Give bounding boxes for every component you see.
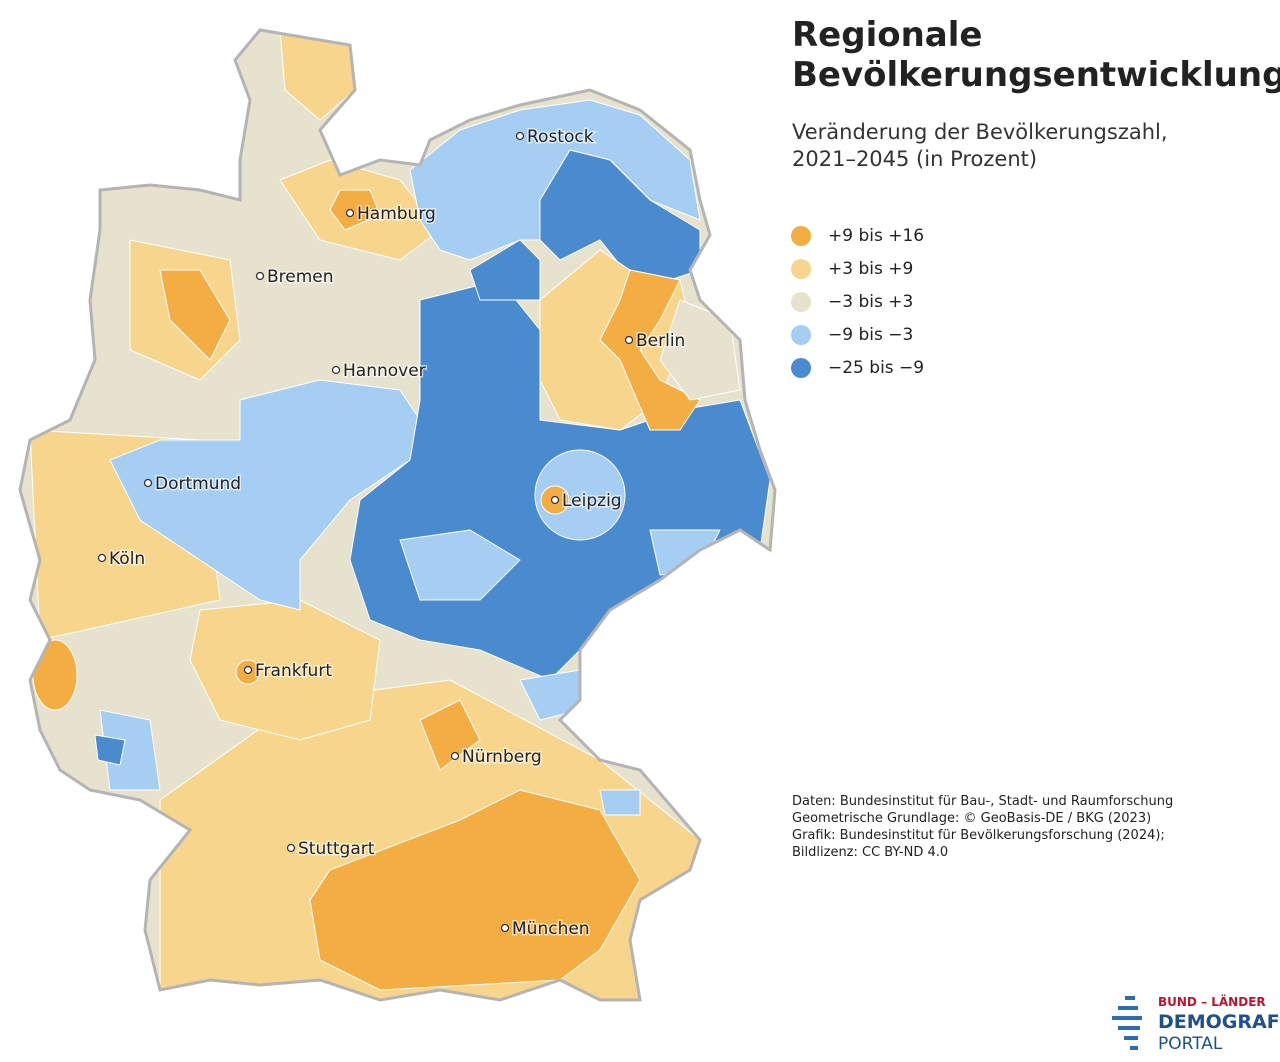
city-label: Leipzig — [562, 491, 622, 511]
subtitle-line: 2021–2045 (in Prozent) — [792, 147, 1037, 171]
city-label: Frankfurt — [255, 661, 332, 681]
region — [309, 789, 641, 991]
logo-text: BUND – LÄNDER — [1158, 994, 1266, 1009]
city-label: Berlin — [636, 331, 685, 351]
city-label: Rostock — [527, 127, 594, 147]
city-label: Stuttgart — [298, 839, 375, 859]
region — [99, 709, 161, 791]
city-dot — [345, 208, 355, 218]
region — [32, 639, 78, 711]
legend-swatch — [791, 325, 811, 345]
source: Daten: Bundesinstitut für Bau-, Stadt- u… — [792, 794, 1173, 860]
legend-swatch — [791, 292, 811, 312]
region — [649, 529, 721, 576]
legend-label: −25 bis −9 — [828, 358, 924, 378]
title-line: Regionale — [792, 15, 982, 55]
legend-label: +9 bis +16 — [828, 226, 924, 246]
source-line: Grafik: Bundesinstitut für Bevölkerungsf… — [792, 828, 1165, 843]
region — [94, 734, 126, 766]
source-line: Bildlizenz: CC BY-ND 4.0 — [792, 845, 948, 860]
city-dot — [286, 843, 296, 853]
region — [189, 599, 381, 741]
cities: Rostock Hamburg Bremen Berlin Hannover Dortmu… — [97, 126, 687, 941]
region — [399, 529, 521, 601]
city-dot — [143, 478, 153, 488]
legend-label: −3 bis +3 — [828, 292, 913, 312]
city-dot — [331, 365, 341, 375]
city-label: München — [512, 919, 590, 939]
subtitle-line: Veränderung der Bevölkerungszahl, — [792, 120, 1168, 144]
city-label: Bremen — [267, 267, 334, 287]
region — [109, 379, 421, 611]
legend-swatch — [791, 226, 811, 246]
source-line: Geometrische Grundlage: © GeoBasis-DE / … — [792, 811, 1151, 826]
legend-label: −9 bis −3 — [828, 325, 913, 345]
region — [329, 189, 381, 231]
legend-swatch — [791, 259, 811, 279]
city-label: Dortmund — [155, 474, 241, 494]
logo-text: PORTAL — [1158, 1034, 1223, 1054]
region — [159, 269, 231, 361]
legend-label: +3 bis +9 — [828, 259, 913, 279]
city-dot — [515, 131, 525, 141]
source-line: Daten: Bundesinstitut für Bau-, Stadt- u… — [792, 794, 1173, 809]
region — [599, 789, 641, 816]
legend: +9 bis +16 +3 bis +9 −3 bis +3 −9 bis −3 −25… — [791, 226, 924, 378]
city-label: Hannover — [343, 361, 426, 381]
region — [599, 269, 701, 431]
region — [534, 449, 626, 541]
logo-text: DEMOGRAFIE — [1158, 1011, 1280, 1033]
map — [20, 30, 775, 1000]
title-line: Bevölkerungsentwicklung — [792, 55, 1280, 95]
region — [469, 239, 541, 301]
region — [419, 699, 481, 771]
legend-swatch — [791, 358, 811, 378]
logo: BUND – LÄNDER DEMOGRAFIE PORTAL — [1112, 994, 1280, 1054]
city-label: Nürnberg — [462, 747, 542, 767]
city-dot — [450, 751, 460, 761]
city-dot — [97, 553, 107, 563]
city-dot — [550, 495, 560, 505]
city-dot — [255, 271, 265, 281]
city-label: Hamburg — [357, 204, 436, 224]
city-dot — [624, 335, 634, 345]
city-dot — [500, 923, 510, 933]
city-dot — [243, 665, 253, 675]
city-label: Köln — [109, 549, 145, 569]
